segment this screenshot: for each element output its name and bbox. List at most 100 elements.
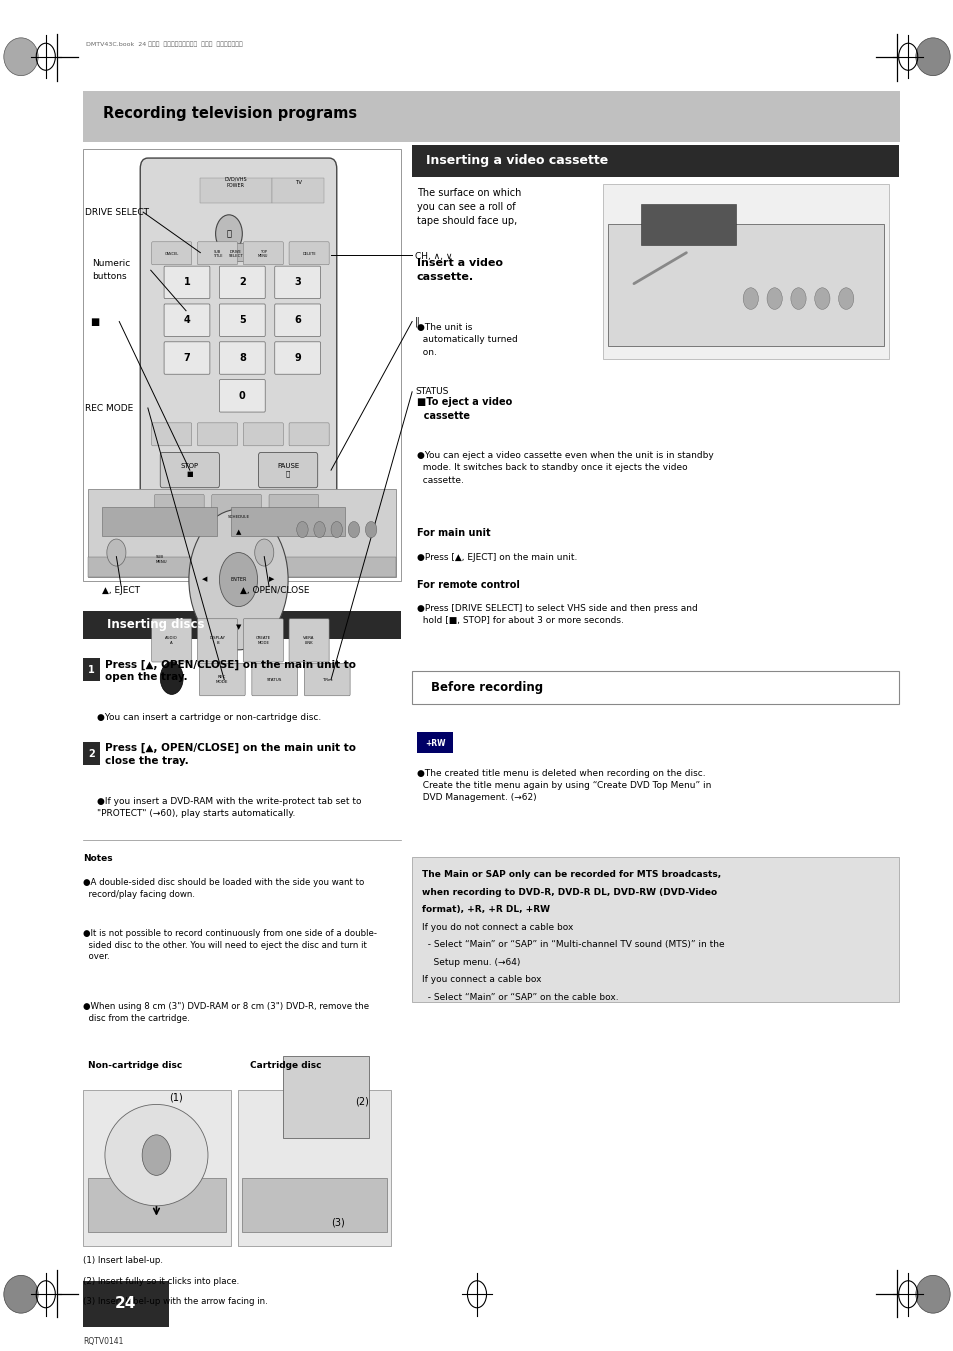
FancyBboxPatch shape — [88, 1178, 226, 1232]
Ellipse shape — [915, 1275, 949, 1313]
FancyBboxPatch shape — [289, 423, 329, 446]
FancyBboxPatch shape — [238, 1090, 391, 1246]
Text: STATUS: STATUS — [415, 388, 448, 396]
Text: buttons: buttons — [92, 273, 127, 281]
Text: (2) Insert fully so it clicks into place.: (2) Insert fully so it clicks into place… — [83, 1277, 239, 1286]
Circle shape — [160, 662, 183, 694]
Text: ▶: ▶ — [269, 577, 274, 582]
Circle shape — [254, 539, 274, 566]
FancyBboxPatch shape — [164, 266, 210, 299]
Text: If you do not connect a cable box: If you do not connect a cable box — [421, 923, 573, 932]
FancyBboxPatch shape — [243, 242, 283, 265]
Text: DELETE: DELETE — [302, 253, 315, 255]
Text: ●The unit is
  automatically turned
  on.: ●The unit is automatically turned on. — [416, 323, 517, 357]
FancyBboxPatch shape — [242, 1178, 387, 1232]
Text: 3: 3 — [294, 277, 301, 288]
FancyBboxPatch shape — [274, 342, 320, 374]
Text: Insert a video
cassette.: Insert a video cassette. — [416, 258, 502, 282]
Text: 1: 1 — [183, 277, 191, 288]
Text: SUB
TITLE: SUB TITLE — [213, 250, 222, 258]
Text: 7: 7 — [183, 353, 191, 363]
FancyBboxPatch shape — [197, 423, 237, 446]
Circle shape — [814, 288, 829, 309]
Text: ●You can insert a cartridge or non-cartridge disc.: ●You can insert a cartridge or non-cartr… — [97, 713, 321, 723]
FancyBboxPatch shape — [140, 158, 336, 565]
Text: - Select “Main” or “SAP” on the cable box.: - Select “Main” or “SAP” on the cable bo… — [421, 993, 618, 1002]
Text: (3): (3) — [331, 1217, 344, 1228]
FancyBboxPatch shape — [154, 494, 204, 516]
Text: If you connect a cable box: If you connect a cable box — [421, 975, 540, 985]
Text: DVD/VHS
POWER: DVD/VHS POWER — [224, 177, 247, 188]
Text: ‖: ‖ — [415, 316, 419, 327]
Text: ●The created title menu is deleted when recording on the disc.
  Create the titl: ●The created title menu is deleted when … — [416, 769, 711, 802]
Text: DMTV43C.book  24 ページ  ２００６年２月６日  月曜日  午後３時２９分: DMTV43C.book 24 ページ ２００６年２月６日 月曜日 午後３時２９… — [86, 42, 242, 47]
FancyBboxPatch shape — [219, 266, 265, 299]
Text: CREATE
MODE: CREATE MODE — [255, 636, 271, 644]
Circle shape — [790, 288, 805, 309]
Text: ◀: ◀ — [202, 577, 208, 582]
FancyBboxPatch shape — [258, 453, 317, 488]
FancyBboxPatch shape — [83, 611, 400, 639]
FancyBboxPatch shape — [197, 242, 237, 265]
Circle shape — [348, 521, 359, 538]
FancyBboxPatch shape — [83, 658, 100, 681]
Text: ■To eject a video
  cassette: ■To eject a video cassette — [416, 397, 512, 422]
Text: 6: 6 — [294, 315, 301, 326]
FancyBboxPatch shape — [274, 266, 320, 299]
FancyBboxPatch shape — [252, 663, 297, 696]
FancyBboxPatch shape — [274, 304, 320, 336]
FancyBboxPatch shape — [199, 663, 245, 696]
Text: SUB
MENU: SUB MENU — [155, 555, 167, 563]
Text: (1): (1) — [169, 1092, 182, 1102]
Text: PAUSE
⏸: PAUSE ⏸ — [276, 463, 299, 477]
Text: Before recording: Before recording — [431, 681, 543, 694]
Text: ●Press [DRIVE SELECT] to select VHS side and then press and
  hold [■, STOP] for: ●Press [DRIVE SELECT] to select VHS side… — [416, 604, 697, 626]
Text: Setup menu. (→64): Setup menu. (→64) — [421, 958, 519, 967]
Circle shape — [365, 521, 376, 538]
FancyBboxPatch shape — [289, 619, 329, 662]
Ellipse shape — [105, 1105, 208, 1205]
Text: when recording to DVD-R, DVD-R DL, DVD-RW (DVD-Video: when recording to DVD-R, DVD-R DL, DVD-R… — [421, 888, 716, 897]
Circle shape — [215, 215, 242, 253]
Text: 2: 2 — [238, 277, 246, 288]
FancyBboxPatch shape — [283, 1056, 369, 1138]
FancyBboxPatch shape — [607, 224, 883, 346]
Text: T.Rec: T.Rec — [321, 678, 333, 681]
FancyBboxPatch shape — [205, 243, 267, 261]
Text: DISPLAY
B: DISPLAY B — [210, 636, 225, 644]
Text: 24: 24 — [115, 1296, 136, 1312]
Text: Cartridge disc: Cartridge disc — [250, 1061, 321, 1070]
Text: Non-cartridge disc: Non-cartridge disc — [88, 1061, 182, 1070]
FancyBboxPatch shape — [289, 242, 329, 265]
Circle shape — [838, 288, 853, 309]
FancyBboxPatch shape — [412, 145, 898, 177]
Text: REC MODE: REC MODE — [85, 404, 133, 412]
Text: The Main or SAP only can be recorded for MTS broadcasts,: The Main or SAP only can be recorded for… — [421, 870, 720, 880]
Circle shape — [189, 509, 288, 650]
Text: REC
MODE: REC MODE — [215, 676, 229, 684]
Text: The surface on which
you can see a roll of
tape should face up,: The surface on which you can see a roll … — [416, 188, 520, 226]
FancyBboxPatch shape — [197, 619, 237, 662]
Text: ●You can eject a video cassette even when the unit is in standby
  mode. It swit: ●You can eject a video cassette even whe… — [416, 451, 713, 485]
FancyBboxPatch shape — [152, 423, 192, 446]
Text: (2): (2) — [355, 1096, 369, 1106]
Text: 1: 1 — [88, 665, 95, 676]
Text: TOP
MENU: TOP MENU — [258, 250, 268, 258]
Text: CH, ∧, ∨: CH, ∧, ∨ — [415, 253, 452, 261]
Text: 4: 4 — [183, 315, 191, 326]
FancyBboxPatch shape — [304, 663, 350, 696]
Circle shape — [219, 553, 257, 607]
FancyBboxPatch shape — [83, 742, 100, 765]
Ellipse shape — [4, 38, 38, 76]
Text: STOP
■: STOP ■ — [181, 463, 198, 477]
Text: VIERA
LINK: VIERA LINK — [303, 636, 314, 644]
Text: AUDIO
A: AUDIO A — [165, 636, 178, 644]
FancyBboxPatch shape — [219, 380, 265, 412]
FancyBboxPatch shape — [83, 149, 400, 581]
Text: 8: 8 — [238, 353, 246, 363]
FancyBboxPatch shape — [160, 453, 219, 488]
Text: Press [▲, OPEN/CLOSE] on the main unit to
open the tray.: Press [▲, OPEN/CLOSE] on the main unit t… — [105, 659, 355, 682]
FancyBboxPatch shape — [272, 178, 324, 203]
Text: (1) Insert label-up.: (1) Insert label-up. — [83, 1256, 163, 1266]
Text: 2: 2 — [88, 748, 95, 759]
